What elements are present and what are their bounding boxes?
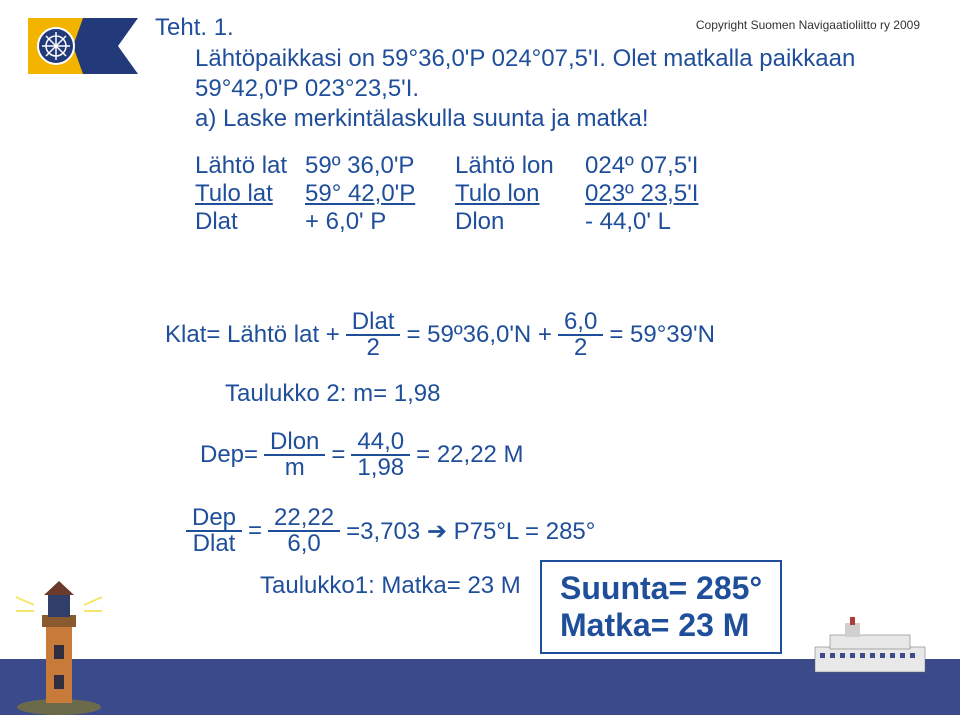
cell: 024º 07,5'I (585, 152, 745, 180)
cell: Tulo lon (455, 180, 585, 208)
klat-lhs: Klat= Lähtö lat + (165, 321, 340, 349)
klat-mid: = 59º36,0'N + (406, 321, 551, 349)
problem-line-1: Lähtöpaikkasi on 59°36,0'P 024°07,5'I. O… (195, 44, 855, 74)
dep-lhs: Dep= (200, 441, 258, 469)
lighthouse-icon (14, 575, 104, 715)
coordinate-table: Lähtö lat 59º 36,0'P Lähtö lon 024º 07,5… (195, 152, 745, 236)
denominator: m (279, 456, 311, 480)
numerator: Dlon (264, 430, 325, 456)
depdlat-rhs: =3,703 ➔ P75°L = 285° (346, 517, 595, 546)
numerator: 6,0 (558, 310, 603, 336)
klat-rhs: = 59°39'N (609, 321, 715, 349)
denominator: Dlat (187, 532, 242, 556)
taulukko2-text: Taulukko 2: m= 1,98 (225, 380, 440, 408)
klat-equation: Klat= Lähtö lat + Dlat 2 = 59º36,0'N + 6… (165, 310, 715, 360)
cell: - 44,0' L (585, 208, 745, 236)
problem-line-3: a) Laske merkintälaskulla suunta ja matk… (195, 104, 649, 134)
copyright-text: Copyright Suomen Navigaatioliitto ry 200… (696, 18, 920, 32)
depdlat-equation: Dep Dlat = 22,22 6,0 =3,703 ➔ P75°L = 28… (180, 506, 595, 556)
numerator: Dep (186, 506, 242, 532)
ship-icon (790, 617, 950, 697)
fraction: Dep Dlat (186, 506, 242, 556)
cell: Dlon (455, 208, 585, 236)
denominator: 6,0 (281, 532, 326, 556)
dep-equation: Dep= Dlon m = 44,0 1,98 = 22,22 M (200, 430, 524, 480)
cell: + 6,0' P (305, 208, 455, 236)
fraction: Dlon m (264, 430, 325, 480)
equals: = (248, 517, 262, 545)
cell: Dlat (195, 208, 305, 236)
answer-line-2: Matka= 23 M (560, 607, 762, 644)
denominator: 1,98 (351, 456, 410, 480)
cell: 023º 23,5'I (585, 180, 745, 208)
numerator: 22,22 (268, 506, 340, 532)
cell: Lähtö lon (455, 152, 585, 180)
pennant-badge (28, 18, 138, 74)
numerator: 44,0 (351, 430, 410, 456)
cell: Lähtö lat (195, 152, 305, 180)
dep-rhs: = 22,22 M (416, 441, 523, 469)
denominator: 2 (568, 336, 593, 360)
table-row: Tulo lat 59° 42,0'P Tulo lon 023º 23,5'I (195, 180, 745, 208)
equals: = (331, 441, 345, 469)
answer-box: Suunta= 285° Matka= 23 M (540, 560, 782, 654)
fraction: 44,0 1,98 (351, 430, 410, 480)
table-row: Lähtö lat 59º 36,0'P Lähtö lon 024º 07,5… (195, 152, 745, 180)
cell: 59º 36,0'P (305, 152, 455, 180)
denominator: 2 (360, 336, 385, 360)
fraction: 22,22 6,0 (268, 506, 340, 556)
taulukko1-text: Taulukko1: Matka= 23 M (260, 572, 521, 600)
numerator: Dlat (346, 310, 401, 336)
cell: 59° 42,0'P (305, 180, 455, 208)
fraction: 6,0 2 (558, 310, 603, 360)
table-row: Dlat + 6,0' P Dlon - 44,0' L (195, 208, 745, 236)
answer-line-1: Suunta= 285° (560, 570, 762, 607)
cell: Tulo lat (195, 180, 305, 208)
fraction: Dlat 2 (346, 310, 401, 360)
problem-line-2: 59°42,0'P 023°23,5'I. (195, 74, 419, 104)
task-title: Teht. 1. (155, 14, 234, 42)
